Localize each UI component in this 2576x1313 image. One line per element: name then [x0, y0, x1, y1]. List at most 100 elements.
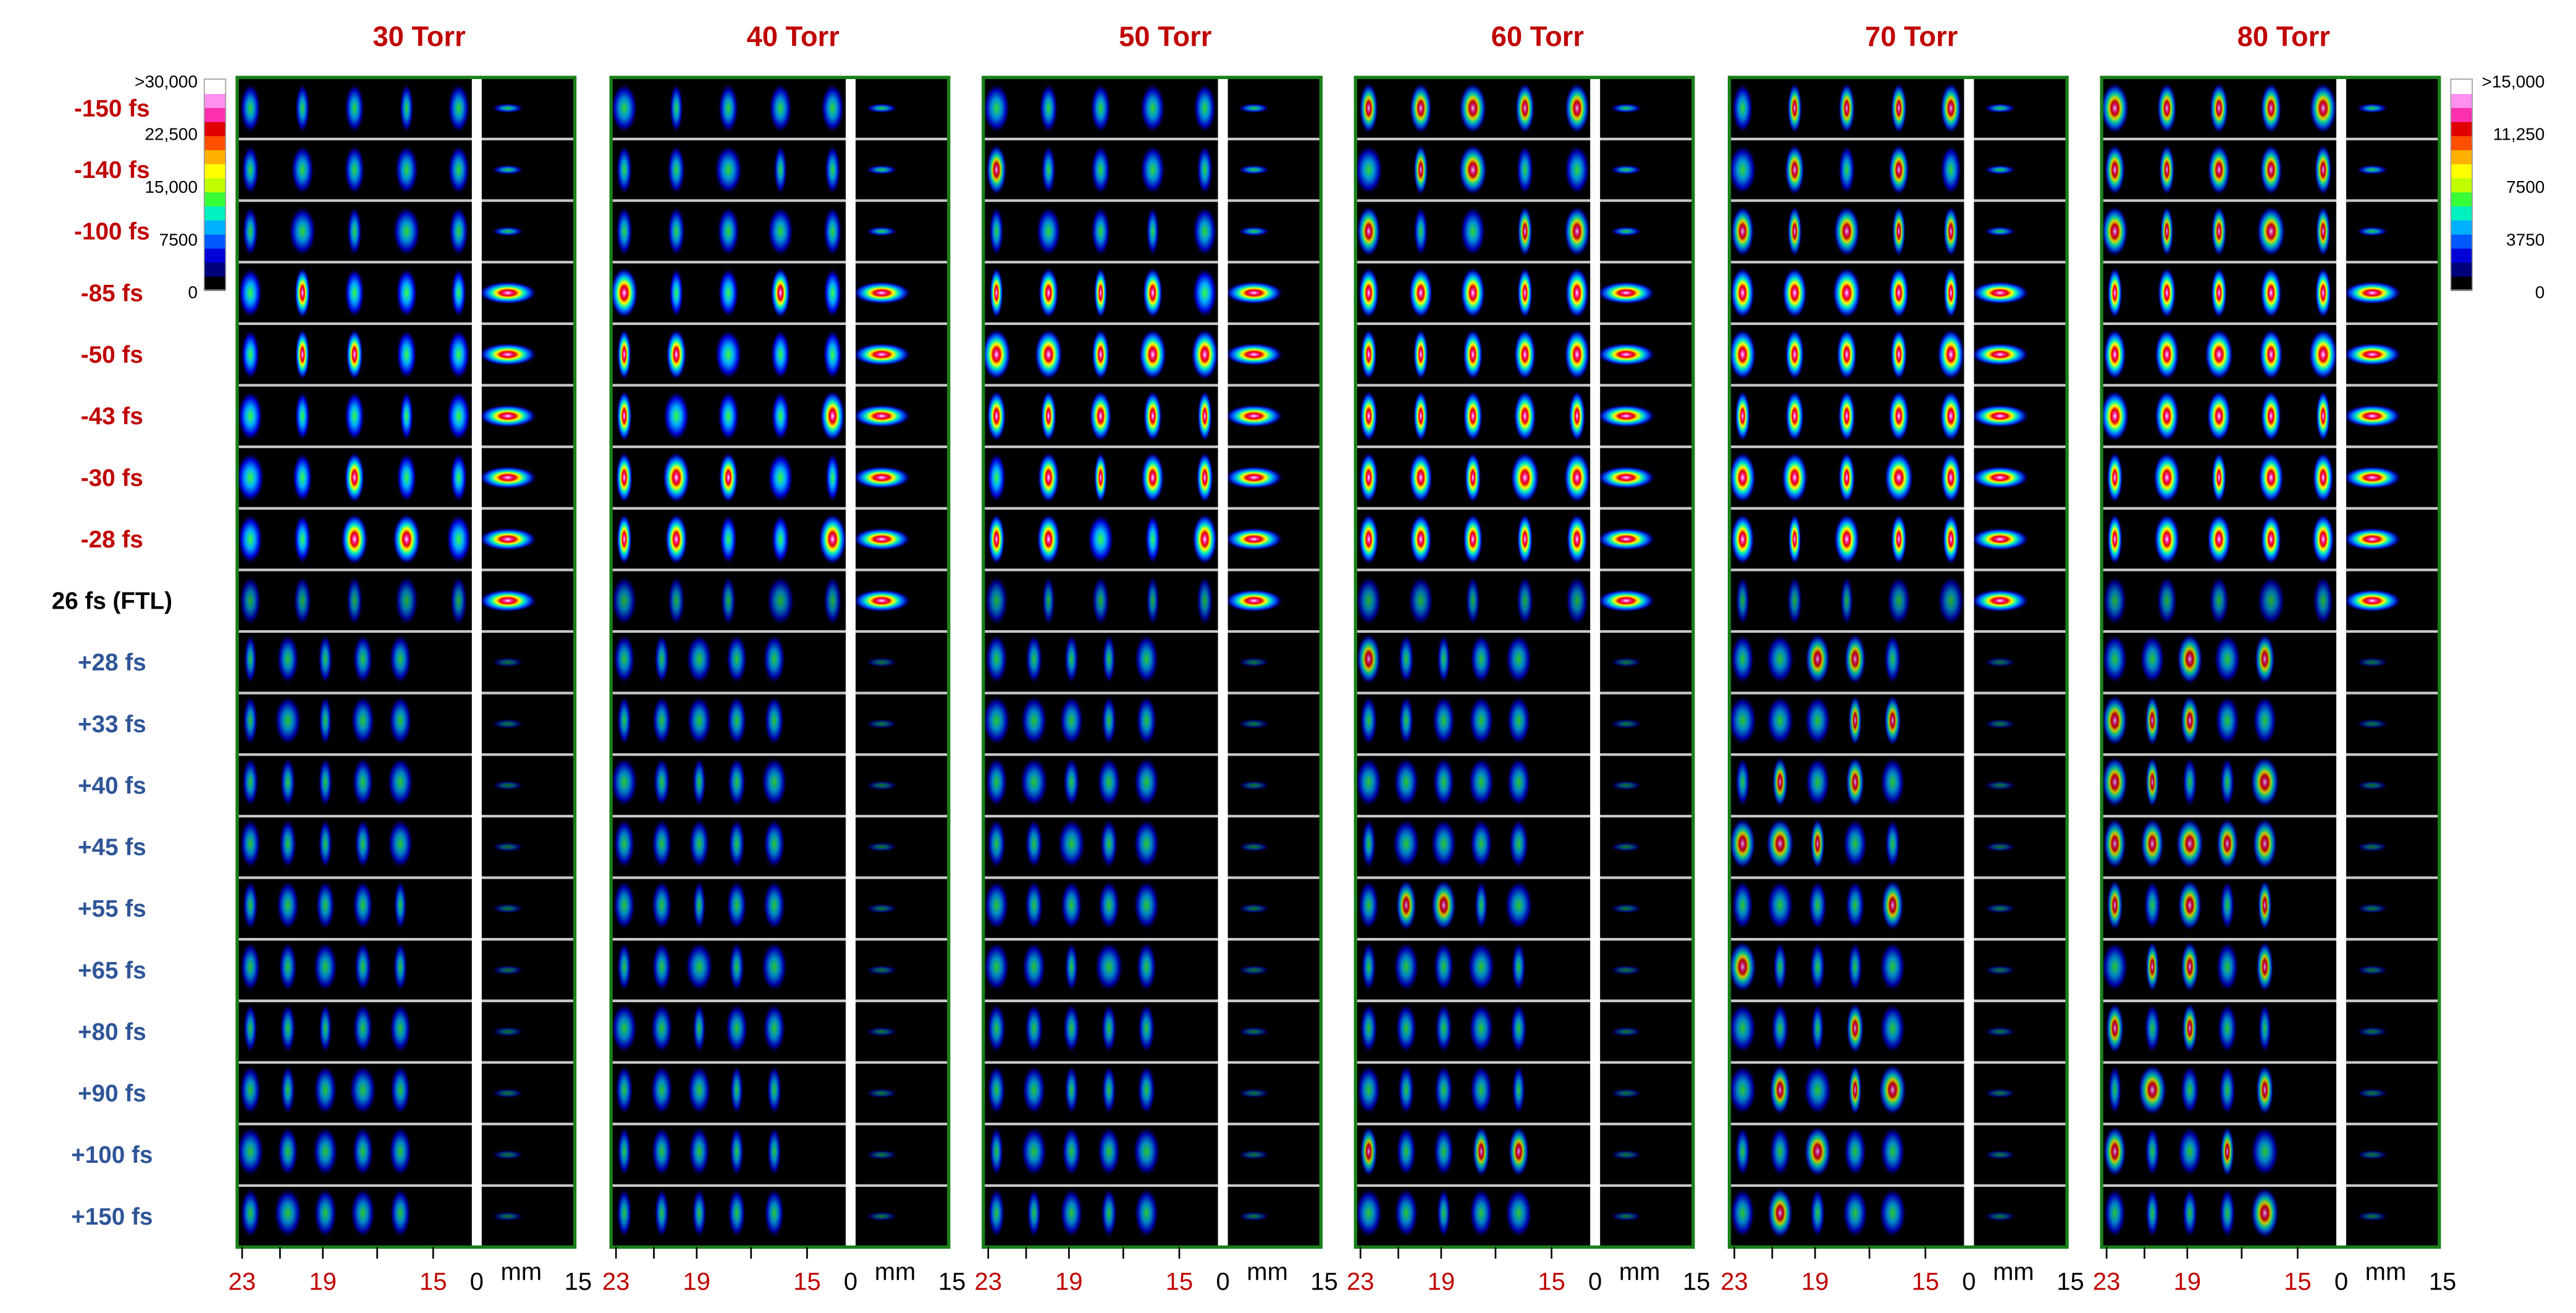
harmonic-feature	[1355, 756, 1383, 808]
harmonic-feature	[1884, 452, 1914, 504]
far-field-spot	[2355, 903, 2389, 914]
harmonic-feature	[1395, 1002, 1418, 1055]
harmonic-feature	[717, 390, 739, 442]
harmonic-feature	[2211, 205, 2227, 258]
harmonic-feature	[277, 1125, 299, 1178]
harmonic-feature	[1361, 817, 1376, 870]
harmonic-feature	[2216, 817, 2239, 870]
harmonic-feature	[1804, 694, 1832, 746]
harmonic-feature	[243, 633, 258, 685]
harmonic-feature	[767, 205, 794, 258]
harmonic-feature	[239, 1064, 261, 1116]
harmonic-feature	[717, 205, 740, 258]
harmonic-feature	[1458, 82, 1487, 134]
axis-unit: mm	[1993, 1259, 2034, 1286]
harmonic-feature	[1564, 205, 1591, 258]
far-field-spot	[1609, 1026, 1643, 1037]
harmonic-feature	[1732, 82, 1754, 134]
panel: 80 Torr 23 19 15 0 15 mm	[2093, 21, 2456, 1296]
harmonic-feature	[2250, 1187, 2279, 1239]
harmonic-feature	[820, 82, 845, 134]
harmonic-feature	[352, 879, 374, 931]
harmonic-feature	[1510, 452, 1540, 504]
harmonic-feature	[1192, 205, 1218, 258]
far-field-spot	[1237, 226, 1271, 237]
harmonic-feature	[2220, 879, 2235, 931]
harmonic-feature	[387, 817, 414, 870]
harmonic-feature	[1413, 205, 1428, 258]
harmonic-feature	[1063, 1002, 1080, 1055]
panel-frame	[609, 75, 951, 1249]
harmonic-feature	[1139, 328, 1167, 381]
harmonic-feature	[1735, 575, 1750, 627]
harmonic-feature	[1505, 633, 1533, 685]
row-label: +55 fs	[78, 896, 146, 922]
harmonic-feature	[2260, 267, 2283, 319]
harmonic-feature	[1565, 267, 1589, 319]
far-field-spot	[865, 1026, 898, 1037]
harmonic-feature	[344, 452, 365, 504]
far-field-spot	[1983, 1211, 2017, 1222]
harmonic-feature	[823, 205, 842, 258]
colorbar-frame	[203, 78, 227, 291]
harmonic-feature	[2103, 1125, 2127, 1178]
panel-frame	[982, 75, 1323, 1249]
far-field-spot	[491, 164, 524, 175]
harmonic-feature	[1035, 205, 1062, 258]
harmonic-feature	[392, 513, 421, 565]
far-field-spot	[865, 1088, 898, 1099]
panel-frame	[2100, 75, 2441, 1249]
harmonic-feature	[990, 267, 1004, 319]
axis-tick-label: 0	[1962, 1269, 1976, 1296]
harmonic-feature	[237, 390, 264, 442]
harmonic-feature	[725, 633, 748, 685]
colorbar-swatch	[2451, 93, 2473, 108]
harmonic-feature	[613, 817, 636, 870]
far-field-spot	[1596, 589, 1656, 612]
harmonic-feature	[615, 452, 633, 504]
harmonic-feature	[1137, 1002, 1156, 1055]
harmonic-feature	[1395, 1125, 1416, 1178]
harmonic-feature	[2105, 1002, 2124, 1055]
far-field-spot	[491, 965, 524, 975]
harmonic-feature	[1804, 633, 1830, 685]
harmonic-feature	[2308, 328, 2338, 381]
harmonic-feature	[1432, 756, 1455, 808]
harmonic-feature	[352, 1002, 373, 1055]
far-field-spot	[1224, 527, 1284, 551]
harmonic-feature	[720, 575, 736, 627]
harmonic-feature	[987, 1002, 1006, 1055]
harmonic-feature	[987, 390, 1006, 442]
harmonic-feature	[1840, 575, 1854, 627]
harmonic-feature	[2218, 1064, 2236, 1116]
harmonic-feature	[1100, 817, 1119, 870]
colorbar-swatch	[2451, 276, 2473, 291]
harmonic-feature	[1564, 82, 1590, 134]
harmonic-feature	[239, 575, 262, 627]
far-field-spot	[865, 780, 898, 791]
harmonic-feature	[1767, 1187, 1793, 1239]
harmonic-feature	[1842, 1187, 1869, 1239]
far-field-spot	[1983, 1088, 2017, 1099]
harmonic-feature	[1357, 205, 1381, 258]
far-field-spot	[478, 589, 537, 612]
harmonic-feature	[1506, 694, 1531, 746]
harmonic-feature	[1728, 1002, 1757, 1055]
harmonic-feature	[667, 143, 686, 196]
harmonic-feature	[2140, 817, 2165, 870]
harmonic-feature	[1019, 756, 1049, 808]
harmonic-feature	[2100, 82, 2129, 134]
axis-tick-label: 0	[470, 1269, 484, 1296]
axis-unit: mm	[1619, 1259, 1661, 1286]
harmonic-feature	[818, 513, 847, 565]
harmonic-feature	[2145, 694, 2160, 746]
far-field-spot	[2342, 589, 2402, 612]
harmonic-feature	[1504, 879, 1534, 931]
panel-title: 30 Torr	[373, 21, 465, 53]
harmonic-feature	[395, 267, 418, 319]
colorbar-swatch	[204, 121, 226, 137]
harmonic-feature	[318, 817, 333, 870]
harmonic-feature	[610, 82, 638, 134]
harmonic-feature	[2102, 756, 2128, 808]
far-field-spot	[491, 226, 524, 237]
